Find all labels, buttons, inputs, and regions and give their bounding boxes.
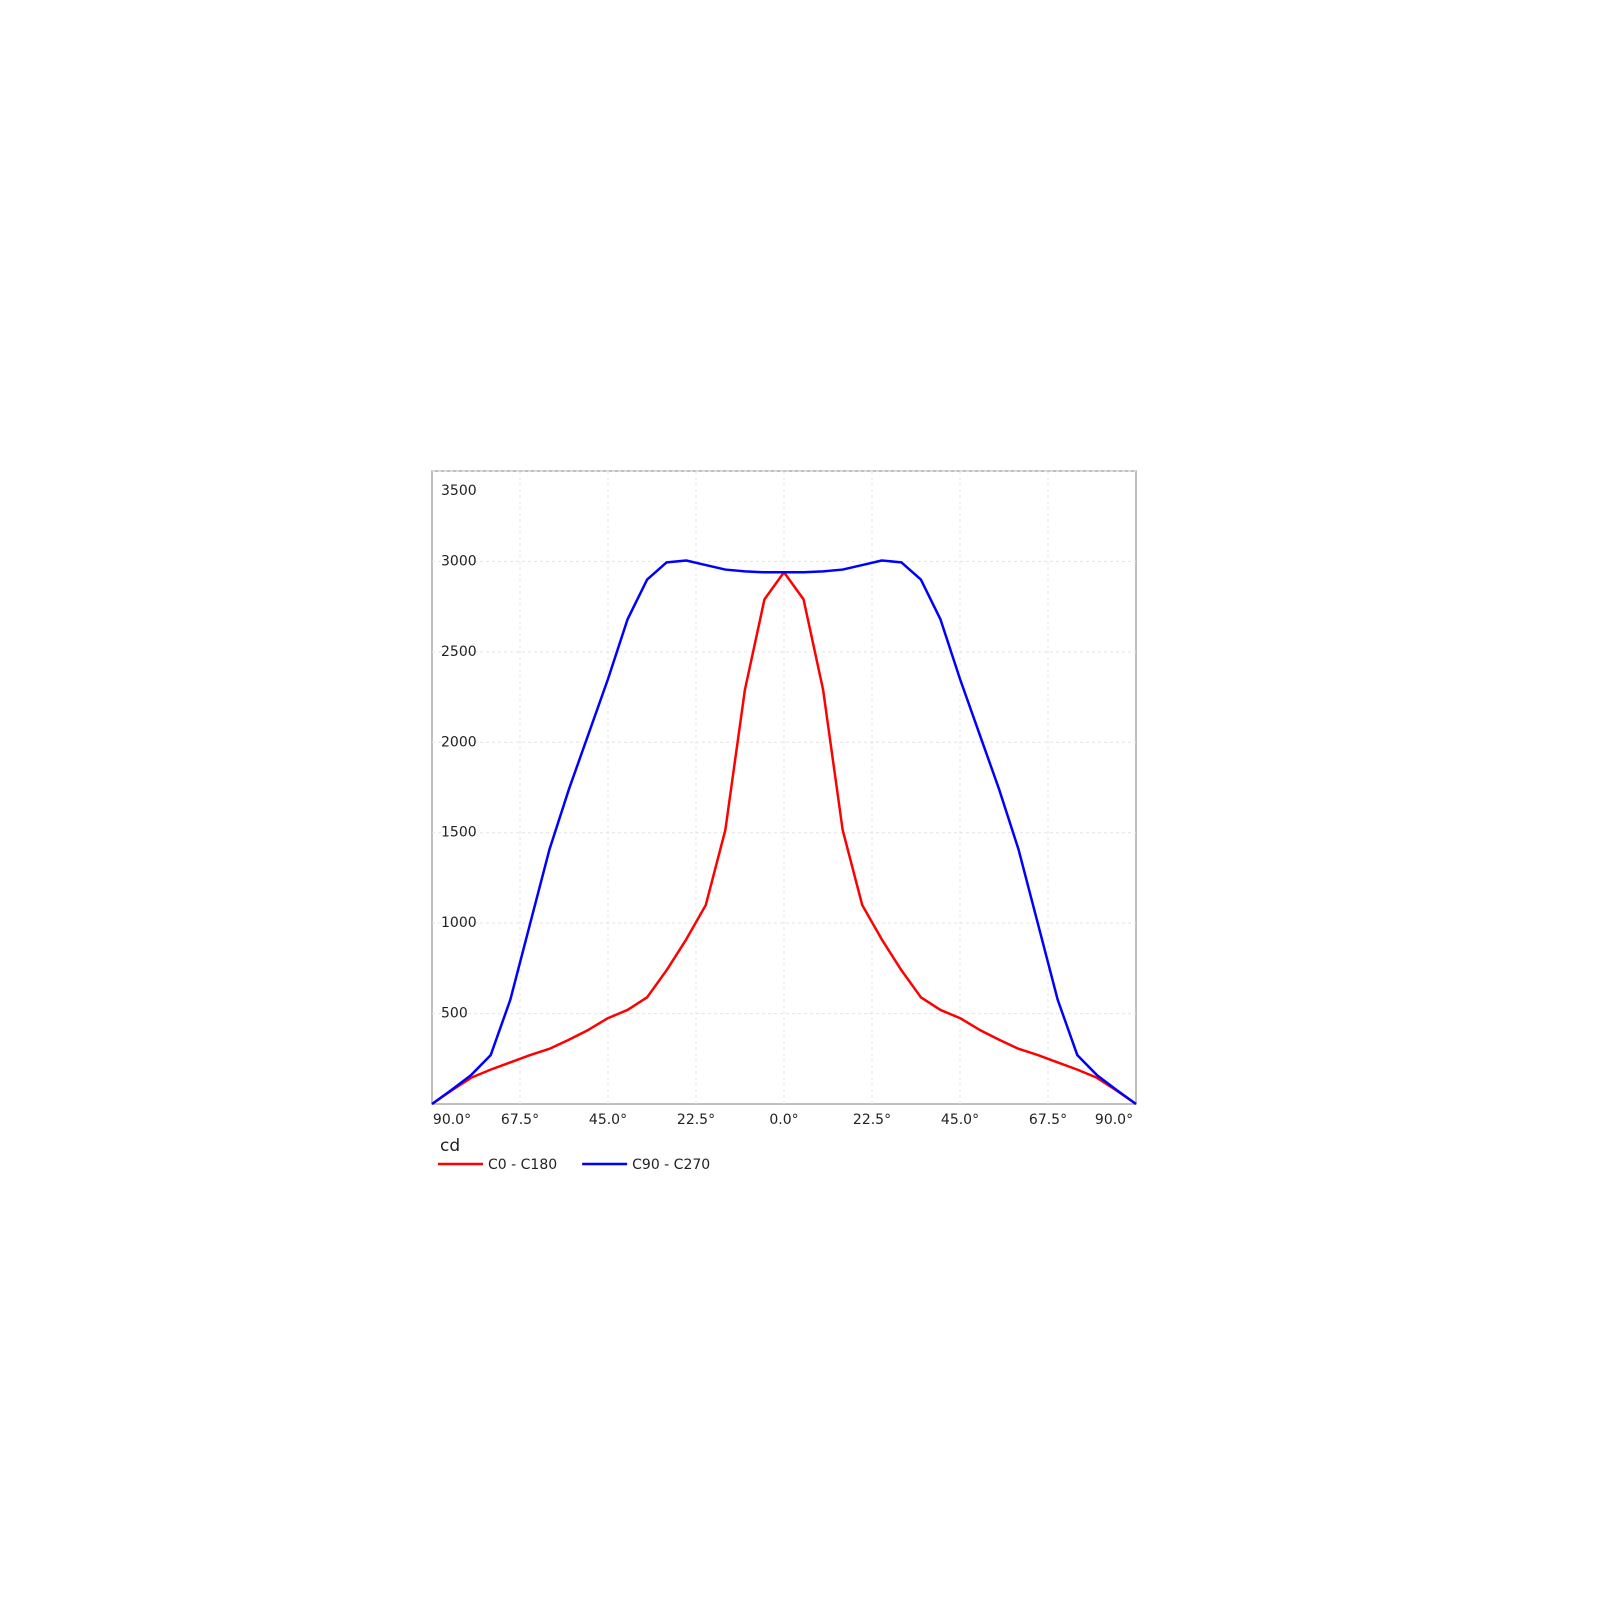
x-tick-label: 22.5°	[677, 1112, 715, 1128]
y-axis-label: cd	[440, 1136, 460, 1156]
y-tick-label: 3500	[441, 483, 477, 499]
x-tick-label: 67.5°	[1029, 1112, 1067, 1128]
y-tick-label: 3000	[441, 553, 477, 569]
y-tick-label: 1000	[441, 915, 477, 931]
legend-label: C0 - C180	[488, 1157, 557, 1173]
plot-frame	[431, 470, 1137, 1105]
x-tick-label: 45.0°	[589, 1112, 627, 1128]
x-tick-label: 90.0°	[433, 1112, 471, 1128]
y-tick-label: 2000	[441, 734, 477, 750]
x-tick-label: 45.0°	[941, 1112, 979, 1128]
x-tick-label: 90.0°	[1095, 1112, 1133, 1128]
x-tick-label: 0.0°	[769, 1112, 798, 1128]
x-tick-label: 22.5°	[853, 1112, 891, 1128]
y-tick-label: 500	[441, 1006, 468, 1022]
legend-label: C90 - C270	[632, 1157, 710, 1173]
x-tick-label: 67.5°	[501, 1112, 539, 1128]
line-series	[431, 559, 1137, 1106]
y-tick-label: 2500	[441, 644, 477, 660]
y-tick-label: 1500	[441, 825, 477, 841]
